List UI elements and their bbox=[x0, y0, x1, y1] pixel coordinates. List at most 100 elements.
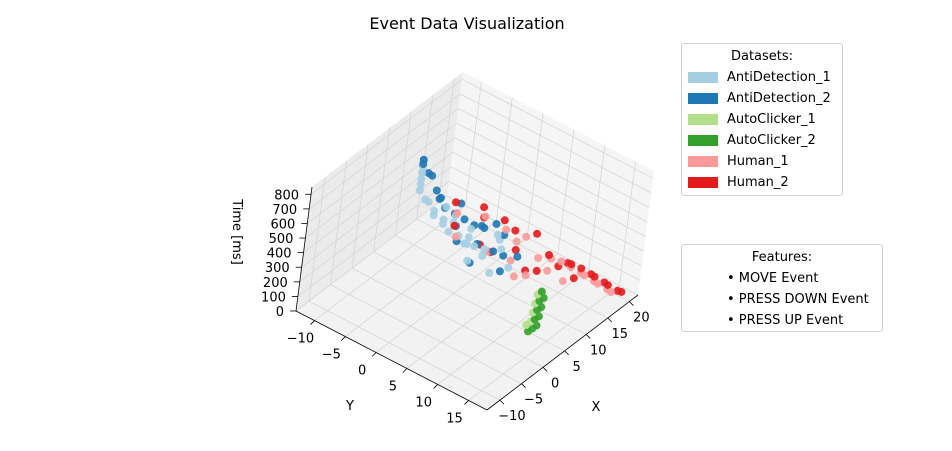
data-point bbox=[593, 279, 602, 288]
grid-line bbox=[310, 78, 463, 195]
y-tick bbox=[341, 336, 346, 341]
data-point bbox=[439, 220, 447, 228]
features-legend: Features: • MOVE Event • PRESS DOWN Event… bbox=[681, 244, 883, 332]
data-point bbox=[500, 216, 509, 225]
legend-swatch bbox=[688, 177, 718, 188]
y-tick-label: 0 bbox=[358, 364, 366, 379]
y-tick bbox=[402, 368, 408, 373]
grid-line bbox=[395, 235, 587, 335]
data-point bbox=[502, 225, 511, 234]
data-point bbox=[429, 211, 438, 220]
data-point bbox=[534, 312, 543, 321]
data-point bbox=[545, 251, 553, 259]
data-point bbox=[492, 220, 501, 228]
y-tick-label: 10 bbox=[415, 395, 432, 410]
grid-line bbox=[450, 166, 642, 267]
grid-line bbox=[394, 111, 412, 236]
data-point bbox=[506, 256, 515, 265]
data-point bbox=[463, 256, 472, 265]
data-point bbox=[495, 267, 504, 276]
grid-line bbox=[330, 160, 347, 285]
features-legend-title: Features: bbox=[751, 250, 813, 265]
x-tick-label: 0 bbox=[551, 376, 559, 391]
grid-line bbox=[619, 161, 636, 286]
z-tick-label: 400 bbox=[267, 247, 292, 262]
data-point bbox=[493, 230, 502, 239]
grid-line bbox=[406, 253, 559, 369]
data-point bbox=[437, 193, 445, 202]
data-point bbox=[569, 274, 578, 283]
x-tick bbox=[607, 317, 613, 323]
legend-swatch bbox=[688, 156, 718, 167]
data-point bbox=[480, 203, 489, 212]
z-tick-label: 500 bbox=[269, 232, 294, 247]
data-point bbox=[532, 321, 541, 330]
data-point bbox=[470, 242, 479, 251]
grid-line bbox=[446, 195, 639, 296]
data-point bbox=[481, 212, 490, 221]
grid-line bbox=[305, 122, 457, 239]
x-tick bbox=[499, 399, 505, 405]
grid-line bbox=[465, 81, 482, 206]
feature-item: • PRESS DOWN Event bbox=[727, 292, 869, 307]
legend-item-human-1: Human_1 bbox=[682, 151, 842, 172]
y-tick bbox=[371, 352, 377, 357]
z-tick-label: 100 bbox=[261, 290, 286, 305]
legend-label: AutoClicker_1 bbox=[727, 112, 816, 127]
legend-item-autoclicker-2: AutoClicker_2 bbox=[682, 130, 842, 151]
back-pane-x bbox=[447, 72, 654, 295]
data-point bbox=[617, 287, 626, 296]
legend-swatch bbox=[688, 93, 718, 104]
grid-line bbox=[373, 251, 565, 352]
grid-line bbox=[448, 181, 641, 281]
data-point bbox=[428, 171, 437, 180]
grid-line bbox=[307, 108, 459, 224]
y-tick bbox=[464, 400, 469, 405]
grid-line bbox=[330, 284, 522, 385]
y-tick-label: −10 bbox=[287, 332, 314, 347]
x-tick-label: −5 bbox=[524, 393, 543, 408]
data-point bbox=[511, 226, 520, 235]
legend-swatch bbox=[688, 72, 718, 83]
legend-item-autoclicker-1: AutoClicker_1 bbox=[682, 109, 842, 130]
x-tick bbox=[564, 350, 569, 356]
legend-swatch bbox=[688, 114, 718, 125]
grid-line bbox=[468, 285, 620, 401]
x-tick bbox=[585, 334, 591, 339]
data-point bbox=[590, 272, 599, 281]
data-point bbox=[504, 263, 513, 272]
axes-panes bbox=[296, 72, 654, 410]
legend-label: AntiDetection_2 bbox=[727, 91, 831, 106]
z-tick-label: 300 bbox=[265, 261, 290, 276]
grid-line bbox=[345, 221, 497, 337]
chart-title: Event Data Visualization bbox=[369, 14, 564, 33]
grid-line bbox=[458, 108, 650, 208]
x-tick bbox=[542, 367, 548, 372]
grid-line bbox=[308, 300, 501, 401]
z-axis-line bbox=[295, 186, 313, 312]
data-point bbox=[417, 174, 426, 183]
grid-line bbox=[459, 93, 652, 194]
grid-line bbox=[588, 145, 606, 270]
data-point bbox=[534, 254, 543, 262]
y-tick bbox=[310, 320, 315, 325]
data-point bbox=[509, 272, 518, 281]
scatter-points bbox=[415, 155, 626, 336]
x-tick bbox=[629, 301, 634, 306]
x-axis-line bbox=[486, 294, 639, 411]
datasets-legend-title: Datasets: bbox=[730, 49, 794, 64]
z-axis-label: Time [ms] bbox=[229, 198, 244, 265]
data-point bbox=[453, 209, 462, 218]
grid-line bbox=[308, 93, 461, 210]
data-point bbox=[477, 221, 486, 230]
x-tick-label: 5 bbox=[573, 360, 581, 375]
data-point bbox=[442, 202, 451, 211]
x-axis-label: X bbox=[592, 400, 601, 415]
data-point bbox=[467, 224, 476, 233]
grid-line bbox=[454, 137, 646, 238]
grid-line bbox=[299, 166, 452, 283]
data-point bbox=[480, 245, 489, 254]
x-tick-label: 15 bbox=[612, 327, 629, 342]
grid-line bbox=[452, 151, 644, 252]
